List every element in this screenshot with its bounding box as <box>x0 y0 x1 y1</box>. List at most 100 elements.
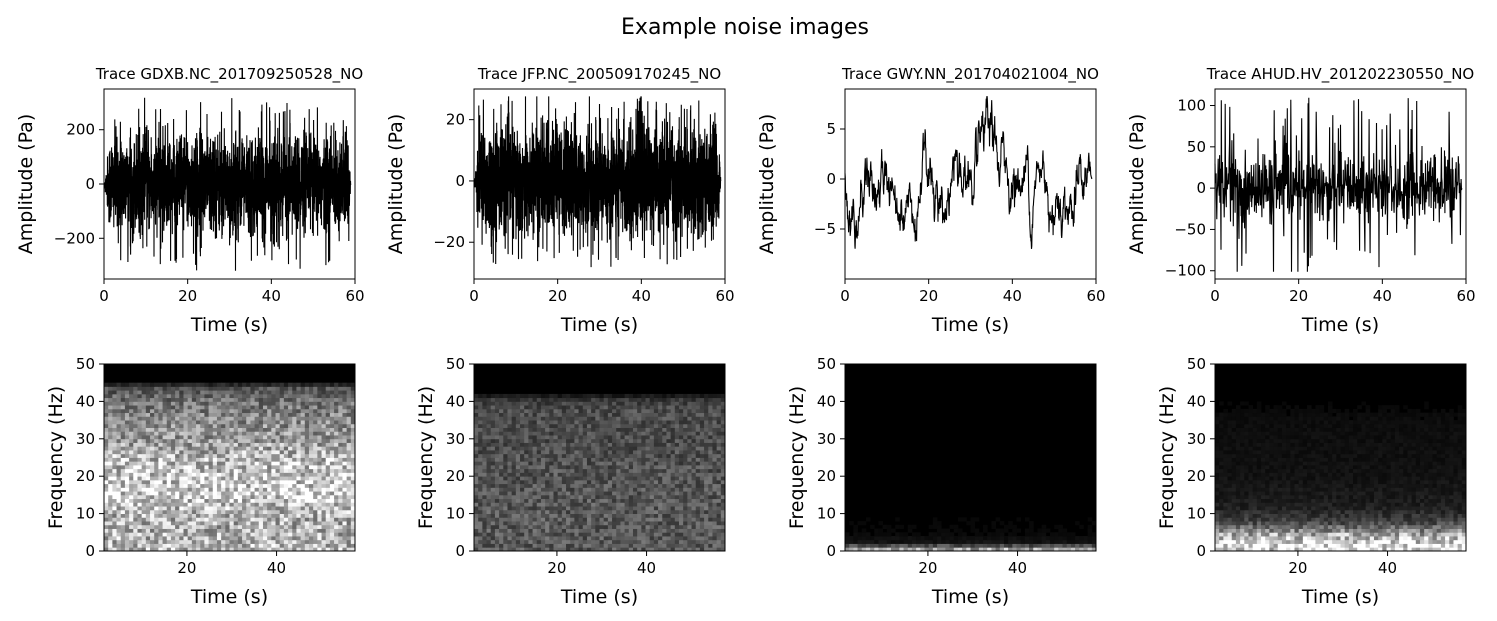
spectrogram-cell <box>545 435 550 440</box>
waveform-series-line <box>844 95 1093 249</box>
spectrogram-cell <box>503 461 508 466</box>
spectrogram-cell <box>116 405 122 410</box>
spectrogram-cell <box>208 431 214 436</box>
spectrogram-cell <box>528 412 533 417</box>
spectrogram-cell <box>262 446 268 451</box>
spectrogram-cell <box>342 479 348 485</box>
spectrogram-cell <box>499 427 504 432</box>
spectrogram-cell <box>670 524 676 529</box>
spectrogram-cell <box>246 397 251 402</box>
spectrogram-cell <box>545 483 550 488</box>
spectrogram-cell <box>325 547 331 552</box>
spectrogram-cell <box>242 543 247 548</box>
spectrogram-cell <box>674 536 680 541</box>
spectrogram-cell <box>536 446 542 451</box>
spectrogram-cell <box>595 453 600 458</box>
spectrogram-cell <box>624 502 630 507</box>
spectrogram-cell <box>325 435 331 440</box>
spectrogram-cell <box>300 536 306 541</box>
spectrogram-cell <box>329 476 335 481</box>
spectrogram-cell <box>237 539 243 544</box>
spectrogram-cell <box>112 521 117 526</box>
spectrogram-cell <box>494 450 500 455</box>
spectrogram-cell <box>254 509 260 514</box>
spectrogram-cell <box>170 532 176 537</box>
spectrogram-cell <box>170 416 176 421</box>
spectrogram-cell <box>300 442 306 447</box>
spectrogram-cell <box>275 487 281 492</box>
spectrogram-cell <box>478 509 483 514</box>
spectrogram-cell <box>104 532 109 537</box>
spectrogram-cell <box>549 446 554 451</box>
x-axis-label: Time (s) <box>931 314 1009 336</box>
spectrogram-cell <box>532 528 538 533</box>
spectrogram-cell <box>183 502 189 507</box>
spectrogram-cell <box>275 536 281 541</box>
spectrogram-cell <box>641 513 646 518</box>
spectrogram-cell <box>216 393 222 399</box>
spectrogram-cell <box>133 487 138 492</box>
spectrogram-cell <box>528 472 533 477</box>
spectrogram-cell <box>124 498 130 503</box>
spectrogram-cell <box>628 521 634 526</box>
spectrogram-cell <box>490 412 496 417</box>
spectrogram-cell <box>599 450 605 455</box>
spectrogram-cell <box>674 435 680 440</box>
spectrogram-cell <box>288 438 293 443</box>
spectrogram-cell <box>607 509 613 514</box>
spectrogram-cell <box>515 427 521 432</box>
spectrogram-cell <box>545 528 550 533</box>
spectrogram-cell <box>254 450 260 455</box>
spectrogram-cell <box>275 408 281 414</box>
spectrogram-cell <box>283 521 289 526</box>
spectrogram-cell <box>258 401 264 406</box>
spectrogram-cell <box>482 476 487 481</box>
spectrogram-cell <box>183 536 189 541</box>
spectrogram-cell <box>612 502 617 507</box>
spectrogram-cell <box>474 524 479 529</box>
spectrogram-cell <box>683 491 688 496</box>
spectrogram-cell <box>304 464 310 470</box>
spectrogram-cell <box>338 412 343 417</box>
spectrogram-cell <box>271 423 276 428</box>
spectrogram-cell <box>578 461 584 466</box>
spectrogram-cell <box>321 401 327 406</box>
spectrogram-cell <box>338 397 343 402</box>
spectrogram-cell <box>262 408 268 414</box>
spectrogram-cell <box>170 461 176 466</box>
spectrogram-cell <box>553 532 559 537</box>
spectrogram-cell <box>304 412 310 417</box>
spectrogram-cell <box>204 528 209 533</box>
spectrogram-cell <box>678 494 684 500</box>
spectrogram-cell <box>612 543 617 548</box>
spectrogram-cell <box>612 438 617 443</box>
spectrogram-cell <box>246 487 251 492</box>
spectrogram-cell <box>262 423 268 428</box>
spectrogram-cell <box>104 468 109 473</box>
spectrogram-cell <box>691 528 697 533</box>
spectrogram-cell <box>129 479 134 485</box>
spectrogram-cell <box>166 464 172 470</box>
spectrogram-cell <box>553 468 559 473</box>
spectrogram-cell <box>321 408 327 414</box>
spectrogram-cell <box>124 524 130 529</box>
spectrogram-cell <box>108 397 113 402</box>
spectrogram-cell <box>503 446 508 451</box>
spectrogram-cell <box>158 453 163 458</box>
spectrogram-cell <box>478 479 483 485</box>
spectrogram-cell <box>658 506 663 511</box>
spectrogram-cell <box>503 524 508 529</box>
spectrogram-cell <box>104 427 109 432</box>
spectrogram-cell <box>666 442 672 447</box>
spectrogram-cell <box>208 405 214 410</box>
y-axis-label: Amplitude (Pa) <box>1126 114 1148 254</box>
spectrogram-cell <box>137 427 143 432</box>
spectrogram-cell <box>350 524 356 529</box>
spectrogram-cell <box>603 438 609 443</box>
spectrogram-cell <box>166 521 172 526</box>
spectrogram-cell <box>490 532 496 537</box>
spectrogram-cell <box>200 390 205 395</box>
spectrogram-cell <box>528 423 533 428</box>
spectrogram-cell <box>242 513 247 518</box>
spectrogram-cell <box>288 461 293 466</box>
